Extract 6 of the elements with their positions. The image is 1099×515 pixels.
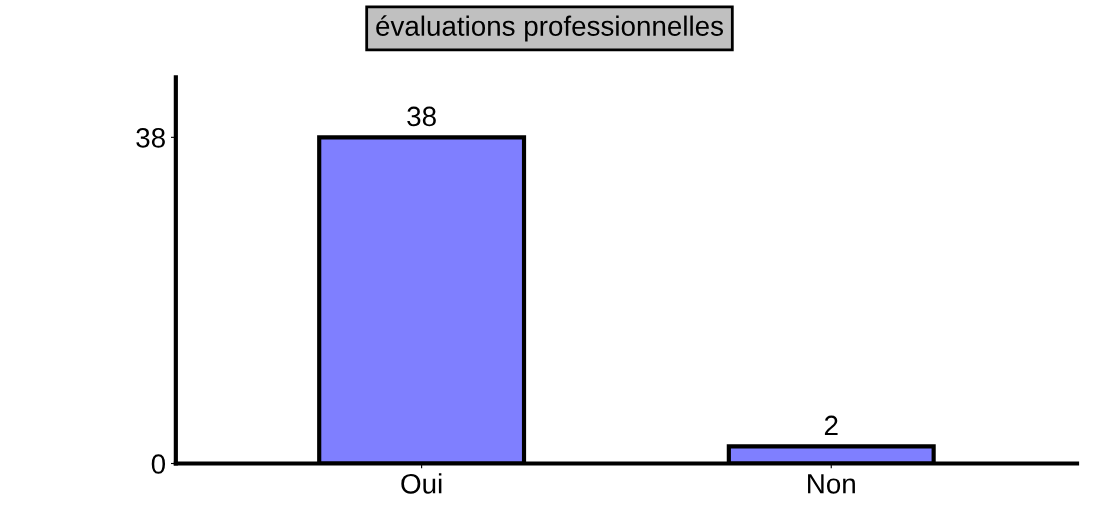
y-tick-label: 0	[151, 454, 166, 474]
x-tick-label: Oui	[401, 473, 442, 494]
x-tick-label: Non	[808, 474, 855, 494]
data-label: 2	[824, 415, 838, 436]
data-label: 38	[407, 106, 436, 127]
chart-title: évaluations professionnelles	[376, 15, 723, 42]
